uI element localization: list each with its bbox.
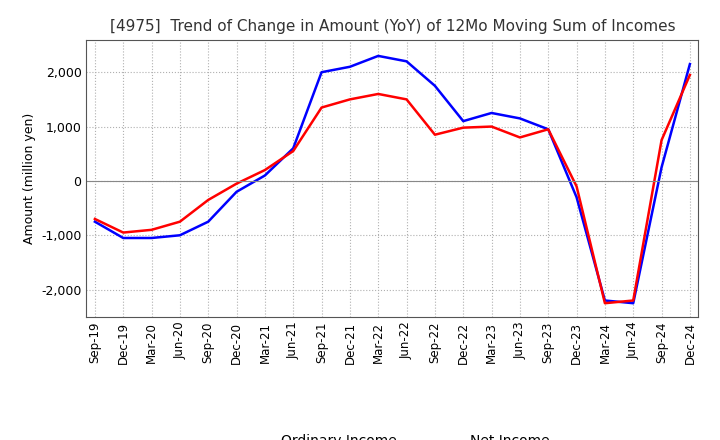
Net Income	[148, 227, 156, 232]
Ordinary Income	[374, 53, 382, 59]
Ordinary Income	[685, 62, 694, 67]
Net Income	[600, 301, 609, 306]
Ordinary Income	[91, 219, 99, 224]
Ordinary Income	[657, 165, 666, 170]
Net Income	[657, 138, 666, 143]
Net Income	[402, 97, 411, 102]
Ordinary Income	[233, 189, 241, 194]
Ordinary Income	[516, 116, 524, 121]
Net Income	[289, 148, 297, 154]
Net Income	[374, 92, 382, 97]
Net Income	[233, 181, 241, 186]
Ordinary Income	[289, 146, 297, 151]
Ordinary Income	[629, 301, 637, 306]
Ordinary Income	[119, 235, 127, 241]
Ordinary Income	[487, 110, 496, 116]
Net Income	[261, 167, 269, 172]
Net Income	[318, 105, 326, 110]
Net Income	[487, 124, 496, 129]
Ordinary Income	[402, 59, 411, 64]
Ordinary Income	[544, 127, 552, 132]
Net Income	[346, 97, 354, 102]
Net Income	[91, 216, 99, 222]
Ordinary Income	[176, 233, 184, 238]
Y-axis label: Amount (million yen): Amount (million yen)	[22, 113, 35, 244]
Line: Net Income: Net Income	[95, 75, 690, 303]
Ordinary Income	[459, 118, 467, 124]
Legend: Ordinary Income, Net Income: Ordinary Income, Net Income	[230, 429, 555, 440]
Net Income	[119, 230, 127, 235]
Net Income	[431, 132, 439, 137]
Net Income	[685, 72, 694, 77]
Ordinary Income	[148, 235, 156, 241]
Ordinary Income	[261, 173, 269, 178]
Ordinary Income	[572, 194, 581, 200]
Net Income	[459, 125, 467, 130]
Title: [4975]  Trend of Change in Amount (YoY) of 12Mo Moving Sum of Incomes: [4975] Trend of Change in Amount (YoY) o…	[109, 19, 675, 34]
Net Income	[204, 197, 212, 202]
Net Income	[544, 127, 552, 132]
Net Income	[176, 219, 184, 224]
Ordinary Income	[318, 70, 326, 75]
Net Income	[516, 135, 524, 140]
Ordinary Income	[204, 219, 212, 224]
Ordinary Income	[346, 64, 354, 70]
Ordinary Income	[431, 83, 439, 88]
Net Income	[629, 298, 637, 303]
Net Income	[572, 184, 581, 189]
Line: Ordinary Income: Ordinary Income	[95, 56, 690, 303]
Ordinary Income	[600, 298, 609, 303]
